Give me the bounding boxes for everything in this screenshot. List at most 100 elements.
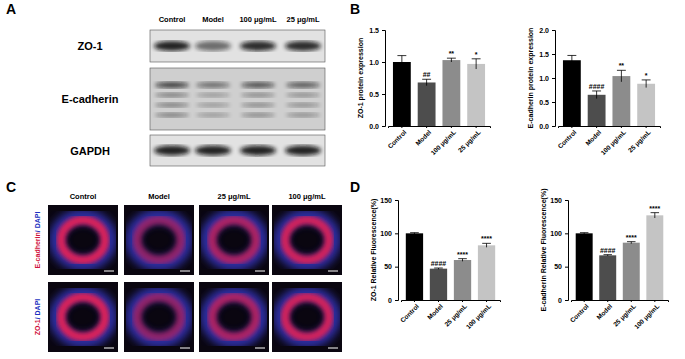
x-axis: ControlModel100 μg/mL25 μg/mL (386, 126, 490, 157)
dapi-signal (132, 216, 186, 264)
x-tick-mark (486, 300, 487, 302)
y-tick: 1.0 (369, 59, 385, 66)
blot-background (150, 135, 325, 166)
significance-label: * (645, 72, 648, 79)
scale-bar (255, 348, 265, 349)
image-background (48, 205, 118, 275)
blot-band (155, 113, 189, 117)
blot-band (240, 146, 276, 156)
error-bar-stem (654, 213, 655, 218)
blot-band (196, 103, 230, 107)
y-tick-label: 50 (554, 263, 562, 270)
y-tick: 0 (558, 297, 568, 304)
error-bar-cap (617, 70, 626, 71)
blot-band (196, 82, 230, 88)
x-axis-line (572, 301, 669, 303)
y-tick-mark (552, 54, 555, 55)
y-axis-line (552, 31, 556, 127)
significance-label: #### (589, 83, 605, 90)
x-tick-mark (607, 300, 608, 302)
x-tick: 25 μg/mL (627, 126, 653, 154)
y-tick: 0.0 (539, 123, 555, 130)
y-tick-label: 1.5 (539, 51, 549, 58)
blot-column-label: 25 μg/mL (287, 15, 320, 24)
plot-area (406, 233, 495, 300)
error-bar-cap (472, 58, 481, 59)
bar-chart: ####********050100150ControlModel25 μg/m… (540, 189, 669, 331)
x-tick-mark (646, 126, 647, 128)
y-axis-title: ZO-1 Relative Fluorescence(%) (370, 199, 378, 302)
y-axis-title: E-cadherin protein expression (527, 28, 535, 129)
error-bar (458, 259, 467, 262)
significance-label: #### (431, 260, 447, 267)
blot-background (150, 68, 325, 130)
x-tick: Control (556, 126, 577, 150)
x-tick: Model (595, 300, 613, 321)
x-tick: Model (584, 126, 602, 147)
fluorescence-image (48, 282, 118, 352)
y-tick: 100 (550, 230, 568, 237)
error-bar-stem (451, 58, 452, 62)
x-tick: Model (426, 300, 444, 321)
figure: ABCDControlModel100 μg/mL25 μg/mLZO-1E-c… (0, 0, 685, 359)
y-tick-mark (395, 233, 398, 234)
image-row-stain: E-cadherin (34, 232, 41, 268)
blot-background (150, 30, 325, 62)
dapi-signal (280, 216, 334, 264)
x-tick: Control (399, 300, 420, 324)
significance-label: **** (649, 205, 660, 212)
significance-label: ## (423, 71, 431, 78)
bar (563, 60, 581, 126)
y-tick-label: 100 (380, 230, 392, 237)
blot-band (155, 93, 189, 97)
error-bar-cap (458, 258, 467, 259)
error-bar (567, 55, 576, 65)
bar (588, 95, 606, 126)
blot-band (196, 113, 230, 117)
x-axis-line (559, 127, 661, 129)
y-tick-mark (565, 233, 568, 234)
y-tick-label: 0.0 (369, 123, 379, 130)
x-tick-mark (631, 300, 632, 302)
y-axis: 0 50 100 150 (550, 197, 568, 304)
y-tick: 1.5 (539, 51, 555, 58)
bar (393, 62, 411, 126)
bar (418, 82, 436, 126)
y-tick-mark (565, 200, 568, 201)
y-axis: 0.00.51.01.52.0 (539, 27, 555, 130)
x-tick: Control (569, 300, 590, 324)
y-tick-label: 0.5 (539, 99, 549, 106)
error-bar (592, 91, 601, 99)
bar (467, 64, 485, 126)
y-tick-mark (395, 300, 398, 301)
dapi-signal (56, 293, 110, 341)
x-tick-label: Control (556, 128, 577, 149)
fluorescence-image (199, 205, 269, 275)
y-tick: 0.0 (369, 123, 385, 130)
y-tick-label: 1.0 (539, 75, 549, 82)
significance-label: ** (619, 62, 625, 69)
error-bar-stem (476, 59, 477, 69)
error-bar (580, 233, 588, 234)
x-tick-label: 100 μg/mL (464, 302, 492, 330)
x-tick-mark (571, 126, 572, 128)
y-axis-line (565, 201, 569, 301)
y-axis: 050100150 (380, 197, 398, 304)
bar (599, 255, 616, 300)
error-bar-stem (596, 91, 597, 99)
blot-band (240, 41, 276, 51)
stain-signal (61, 297, 105, 337)
x-axis-line (389, 127, 491, 129)
image-background (199, 205, 269, 275)
y-tick: 0.5 (369, 91, 385, 98)
stain-signal (212, 220, 256, 260)
error-bar (472, 59, 481, 69)
blot-column-label: 100 μg/mL (239, 15, 277, 24)
dapi-signal (207, 293, 261, 341)
y-tick-label: 150 (550, 197, 562, 204)
significance-label: **** (626, 234, 637, 241)
y-tick-mark (382, 94, 385, 95)
bar (576, 233, 593, 300)
x-axis: ControlModel100 μg/mL25 μg/mL (556, 126, 660, 157)
y-tick-mark (552, 126, 555, 127)
